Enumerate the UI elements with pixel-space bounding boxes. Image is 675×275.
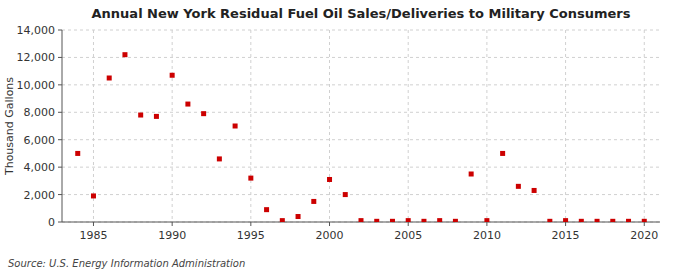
tick-y bbox=[58, 167, 62, 168]
point bbox=[311, 199, 316, 204]
tick-y bbox=[58, 194, 62, 195]
point bbox=[201, 111, 206, 116]
grid-line-x bbox=[250, 30, 251, 222]
point bbox=[390, 219, 395, 222]
point bbox=[500, 151, 505, 156]
point bbox=[484, 218, 489, 222]
tick-label-x: 2015 bbox=[552, 229, 580, 242]
point bbox=[642, 219, 647, 222]
point bbox=[91, 193, 96, 198]
grid-line-y bbox=[62, 57, 660, 58]
tick-label-x: 2010 bbox=[473, 229, 501, 242]
tick-y bbox=[58, 222, 62, 223]
point bbox=[563, 218, 568, 222]
tick-label-x: 2000 bbox=[316, 229, 344, 242]
point bbox=[154, 114, 159, 119]
tick-label-y: 0 bbox=[48, 216, 55, 229]
point bbox=[437, 218, 442, 222]
point bbox=[421, 219, 426, 222]
point bbox=[75, 151, 80, 156]
grid-line-x bbox=[329, 30, 330, 222]
point bbox=[185, 102, 190, 107]
tick-x bbox=[93, 222, 94, 226]
point bbox=[516, 184, 521, 189]
tick-label-y: 4,000 bbox=[24, 161, 56, 174]
chart-container: 0 2,000 4,000 6,000 8,000 10,000 12,000 14,000 1… bbox=[0, 0, 675, 275]
point bbox=[233, 124, 238, 129]
grid-line-x bbox=[172, 30, 173, 222]
point bbox=[138, 113, 143, 118]
point bbox=[248, 176, 253, 181]
tick-y bbox=[58, 57, 62, 58]
grid-line-x bbox=[644, 30, 645, 222]
grid-line-y bbox=[62, 194, 660, 195]
point bbox=[595, 219, 600, 222]
tick-x bbox=[250, 222, 251, 226]
point bbox=[327, 177, 332, 182]
tick-label-y: 6,000 bbox=[24, 134, 56, 147]
point bbox=[217, 156, 222, 161]
grid-line-y bbox=[62, 30, 660, 31]
tick-label-y: 12,000 bbox=[17, 51, 56, 64]
point bbox=[469, 172, 474, 177]
tick-x bbox=[565, 222, 566, 226]
point bbox=[547, 219, 552, 222]
grid-line-y bbox=[62, 167, 660, 168]
tick-label-x: 1990 bbox=[158, 229, 186, 242]
point bbox=[122, 52, 127, 57]
point bbox=[170, 73, 175, 78]
grid-line-y bbox=[62, 112, 660, 113]
tick-label-x: 1995 bbox=[237, 229, 265, 242]
chart-svg: 0 2,000 4,000 6,000 8,000 10,000 12,000 14,000 1… bbox=[0, 0, 675, 275]
grid bbox=[62, 30, 660, 222]
point bbox=[579, 219, 584, 222]
point bbox=[343, 192, 348, 197]
tick-x bbox=[486, 222, 487, 226]
tick-label-y: 2,000 bbox=[24, 189, 56, 202]
grid-line-y bbox=[62, 84, 660, 85]
tick-label-x: 2020 bbox=[630, 229, 658, 242]
point bbox=[280, 218, 285, 222]
y-axis-label: Thousand Gallons bbox=[3, 77, 16, 176]
tick-y bbox=[58, 84, 62, 85]
point bbox=[532, 188, 537, 193]
tick-y bbox=[58, 112, 62, 113]
tick-x bbox=[172, 222, 173, 226]
grid-line-x bbox=[93, 30, 94, 222]
point bbox=[107, 76, 112, 81]
tick-label-x: 1985 bbox=[79, 229, 107, 242]
grid-line-y bbox=[62, 139, 660, 140]
point bbox=[406, 218, 411, 222]
tick-label-x: 2005 bbox=[394, 229, 422, 242]
source: Source: U.S. Energy Information Administ… bbox=[8, 258, 245, 269]
tick-x bbox=[408, 222, 409, 226]
y-axis-line bbox=[62, 30, 63, 222]
point bbox=[374, 219, 379, 222]
title: Annual New York Residual Fuel Oil Sales/… bbox=[92, 6, 631, 21]
tick-x bbox=[644, 222, 645, 226]
point bbox=[296, 214, 301, 219]
grid-line-x bbox=[486, 30, 487, 222]
tick-label-y: 8,000 bbox=[24, 106, 56, 119]
tick-x bbox=[329, 222, 330, 226]
point bbox=[610, 219, 615, 222]
tick-label-y: 14,000 bbox=[17, 24, 56, 37]
points bbox=[75, 52, 647, 222]
point bbox=[626, 219, 631, 222]
grid-line-x bbox=[565, 30, 566, 222]
tick-label-y: 10,000 bbox=[17, 79, 56, 92]
grid-line-x bbox=[408, 30, 409, 222]
tick-y bbox=[58, 139, 62, 140]
point bbox=[453, 219, 458, 222]
point bbox=[359, 218, 364, 222]
tick-y bbox=[58, 30, 62, 31]
point bbox=[264, 207, 269, 212]
